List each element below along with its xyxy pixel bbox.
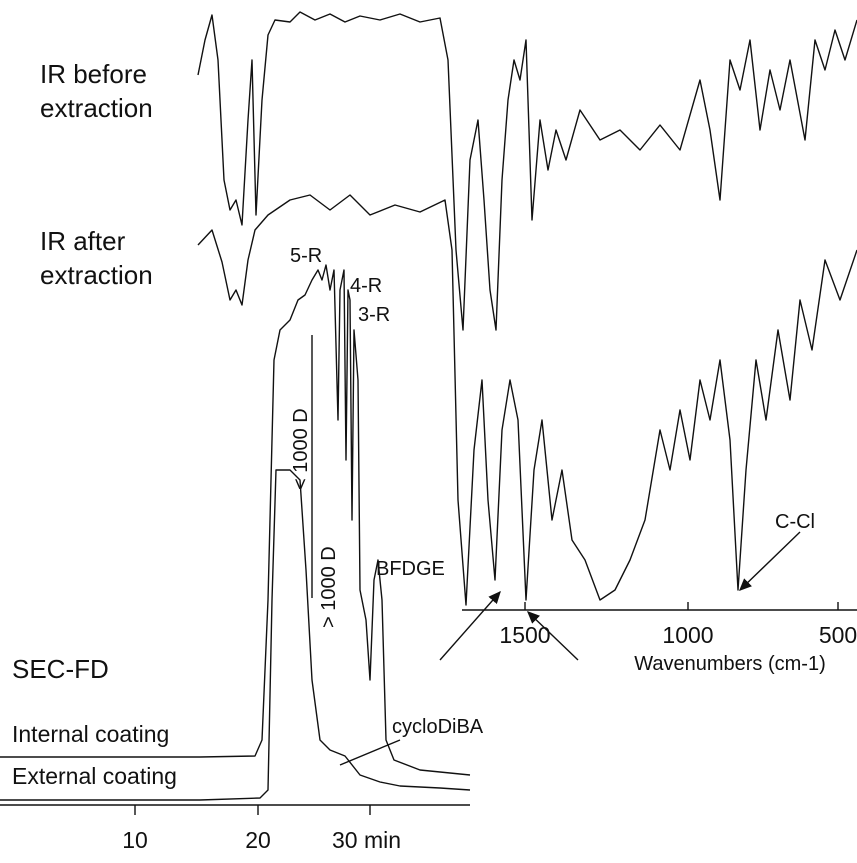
- ir-after-curve: [197, 194, 857, 606]
- label: Internal coating: [12, 721, 169, 747]
- time-tick-label: 10: [122, 827, 148, 853]
- arrow: [738, 531, 801, 591]
- label: IR after: [40, 226, 126, 256]
- peak-label: 4-R: [350, 275, 382, 297]
- pointer: [339, 739, 401, 766]
- label: C-Cl: [775, 511, 815, 533]
- external-coating-curve: [0, 469, 471, 801]
- internal-coating-curve: [0, 264, 471, 776]
- ir-tick-label: 500: [819, 622, 857, 648]
- label: > 1000 D: [318, 546, 340, 628]
- peak-label: 3-R: [358, 304, 390, 326]
- time-tick-label: 30 min: [332, 827, 401, 853]
- peak-label: 5-R: [290, 245, 322, 267]
- label: IR before: [40, 59, 147, 89]
- arrow: [439, 590, 501, 661]
- time-tick-label: 20: [245, 827, 271, 853]
- ir-tick-label: 1000: [662, 622, 713, 648]
- label: < 1000 D: [290, 408, 312, 490]
- label: extraction: [40, 260, 153, 290]
- label: extraction: [40, 93, 153, 123]
- label: External coating: [12, 763, 177, 789]
- label: SEC-FD: [12, 654, 109, 684]
- ir-axis-title: Wavenumbers (cm-1): [634, 653, 826, 675]
- label: cycloDiBA: [392, 716, 484, 738]
- ir-before-curve: [197, 11, 857, 331]
- label: BFDGE: [376, 558, 445, 580]
- arrow: [526, 611, 579, 661]
